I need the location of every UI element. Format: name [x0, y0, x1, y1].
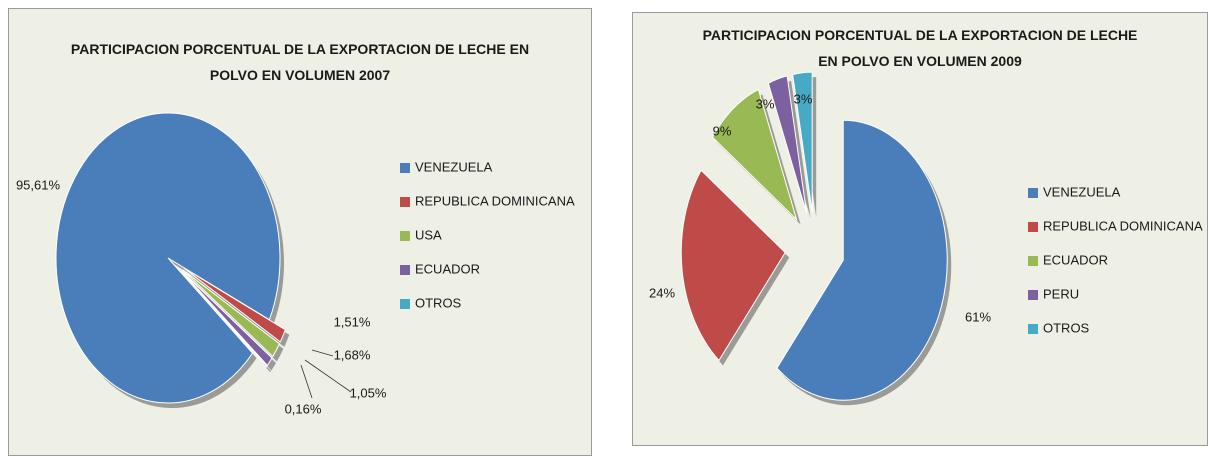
legend-swatch	[400, 163, 410, 173]
legend-label: ECUADOR	[415, 261, 480, 276]
pie-slice	[183, 267, 286, 343]
legend-swatch	[1028, 290, 1038, 300]
legend-swatch	[400, 299, 410, 309]
legend-label: REPUBLICA DOMINICANA	[1043, 218, 1203, 233]
pie-slice	[181, 271, 273, 367]
pie-slice	[55, 112, 281, 404]
data-label: 61%	[965, 309, 991, 324]
legend-label: PERU	[1043, 286, 1079, 301]
legend-label: VENEZUELA	[415, 159, 493, 174]
legend-label: USA	[415, 227, 442, 242]
legend-swatch	[1028, 256, 1038, 266]
chart-title: PARTICIPACION PORCENTUAL DE LA EXPORTACI…	[702, 27, 1138, 69]
legend-label: VENEZUELA	[1043, 184, 1121, 199]
data-label: 1,05%	[350, 385, 387, 400]
legend-label: OTROS	[415, 295, 462, 310]
legend-label: REPUBLICA DOMINICANA	[415, 193, 575, 208]
data-label: 0,16%	[285, 401, 322, 416]
legend-swatch	[1028, 188, 1038, 198]
data-label: 1,51%	[334, 314, 371, 329]
legend-label: ECUADOR	[1043, 252, 1108, 267]
leader-line	[311, 349, 334, 357]
data-label: 1,68%	[334, 347, 371, 362]
legend-label: OTROS	[1043, 320, 1090, 335]
data-label: 95,61%	[16, 177, 61, 192]
pie-slice	[776, 119, 948, 401]
legend-swatch	[400, 265, 410, 275]
pie-slice	[182, 269, 281, 358]
data-label: 3%	[794, 91, 813, 106]
pie-slice	[792, 71, 813, 213]
pie-slice	[767, 75, 808, 214]
pie-slice	[680, 169, 786, 362]
data-label: 9%	[713, 123, 732, 138]
leader-line	[300, 364, 313, 399]
legend-swatch	[400, 231, 410, 241]
leader-line	[304, 359, 352, 393]
legend-swatch	[1028, 222, 1038, 232]
legend-swatch	[400, 197, 410, 207]
chart-title: PARTICIPACION PORCENTUAL DE LA EXPORTACI…	[70, 41, 530, 83]
pie-slice	[711, 88, 798, 222]
pie-slice	[181, 271, 268, 369]
data-label: 3%	[756, 96, 775, 111]
data-label: 24%	[649, 285, 675, 300]
legend-swatch	[1028, 324, 1038, 334]
